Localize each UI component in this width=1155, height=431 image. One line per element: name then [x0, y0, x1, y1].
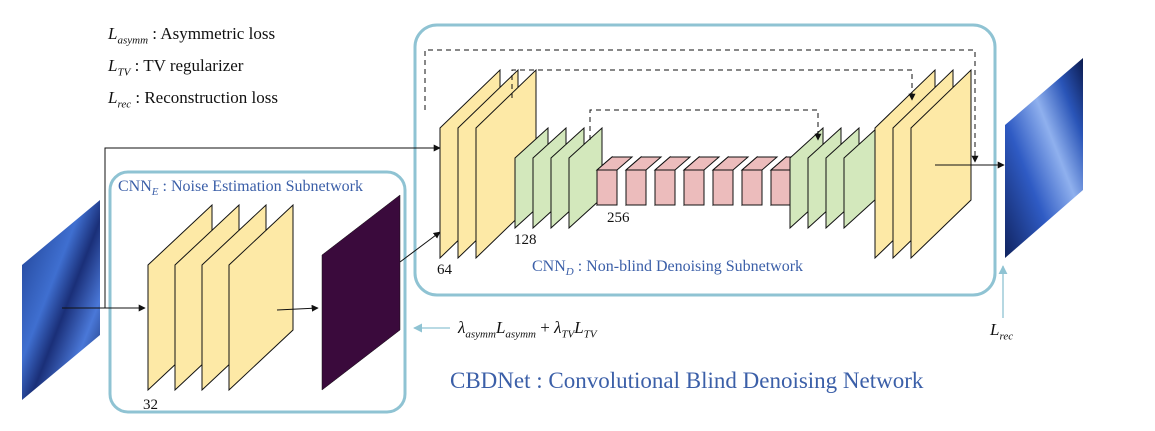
- cnn-d-decoder-128: [789, 126, 878, 230]
- cnn-d-name: CNN: [532, 258, 566, 275]
- rec-loss-label: Lrec: [990, 320, 1013, 342]
- diagram-title: CBDNet : Convolutional Blind Denoising N…: [450, 368, 924, 393]
- legend-rec-symbol: L: [108, 88, 118, 107]
- output-denoised-image: [1005, 58, 1083, 258]
- cnn-d-desc: : Non-blind Denoising Subnetwork: [577, 258, 804, 275]
- channels-label-256: 256: [607, 210, 630, 226]
- cnn-e-frame: [108, 170, 407, 414]
- noise-level-map: [321, 194, 401, 391]
- legend-tv-symbol: L: [108, 56, 118, 75]
- legend-rec-sub: rec: [117, 98, 132, 111]
- cnn-e-title: CNNE : Noise Estimation Subnetwork: [118, 178, 363, 198]
- eq-l1-sub: asymm: [505, 328, 536, 341]
- cnn-d-bottleneck-256: [595, 155, 797, 207]
- channels-label-128: 128: [514, 232, 537, 248]
- input-noisy-image: [22, 200, 100, 400]
- cnn-d-sub: D: [565, 266, 574, 279]
- rec-loss-symbol: L: [990, 320, 1000, 339]
- cnn-d-encoder-128: [514, 126, 603, 230]
- legend-asymm-sub: asymm: [117, 34, 149, 47]
- legend-asymm-desc: : Asymmetric loss: [152, 24, 276, 43]
- cnn-d-frame: [413, 23, 997, 297]
- legend-rec: Lrec : Reconstruction loss: [108, 88, 278, 110]
- eq-l2-sub: TV: [583, 328, 597, 341]
- cnn-e-name: CNN: [118, 178, 152, 195]
- legend-tv: LTV : TV regularizer: [108, 56, 243, 78]
- legend-asymm-symbol: L: [108, 24, 118, 43]
- cnn-d-decoder-64: [874, 68, 972, 260]
- channels-label-64: 64: [437, 262, 452, 278]
- loss-arrows: [413, 265, 1008, 333]
- cnn-e-sub: E: [151, 186, 159, 199]
- rec-loss-sub: rec: [999, 330, 1014, 343]
- eq-lambda2-sub: TV: [561, 328, 575, 341]
- legend-asymm: Lasymm : Asymmetric loss: [108, 24, 275, 46]
- legend-tv-sub: TV: [117, 66, 131, 79]
- loss-equation: λasymmLasymm + λTVLTV: [458, 318, 597, 341]
- cnn-e-desc: : Noise Estimation Subnetwork: [162, 178, 363, 195]
- eq-lambda1-sub: asymm: [465, 328, 496, 341]
- cnn-e-channels-label: 32: [143, 397, 158, 413]
- cnn-e-layers: [147, 203, 294, 392]
- legend-rec-desc: : Reconstruction loss: [135, 88, 278, 107]
- eq-plus: +: [540, 318, 550, 337]
- flow-arrows: [62, 144, 1005, 312]
- legend-tv-desc: : TV regularizer: [134, 56, 244, 75]
- skip-connections: [424, 49, 979, 163]
- cnn-d-title: CNND : Non-blind Denoising Subnetwork: [532, 258, 803, 278]
